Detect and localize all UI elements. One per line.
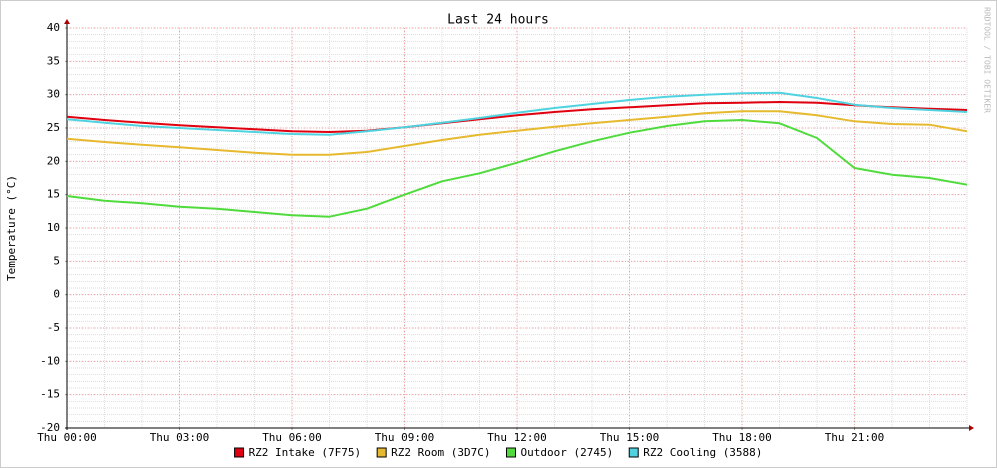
series-line [66, 110, 968, 156]
series-line [66, 101, 968, 133]
x-tick-label: Thu 09:00 [375, 431, 435, 444]
legend-label: RZ2 Cooling (3588) [643, 446, 762, 459]
legend-swatch [506, 447, 516, 458]
x-tick-label: Thu 06:00 [262, 431, 322, 444]
x-tick-label: Thu 03:00 [150, 431, 210, 444]
x-tick-label: Thu 18:00 [712, 431, 772, 444]
y-tick-label: -20 [40, 421, 60, 434]
y-tick-label: 25 [47, 121, 60, 134]
x-tick-label: Thu 12:00 [487, 431, 547, 444]
y-tick-label: -5 [47, 321, 60, 334]
legend-swatch [376, 447, 387, 458]
y-tick-label: -15 [40, 388, 60, 401]
legend-label: Outdoor (2745) [521, 446, 614, 459]
legend: RZ2 Intake (7F75) RZ2 Room (3D7C) Outdoor … [234, 446, 762, 459]
x-tick-label: Thu 15:00 [600, 431, 660, 444]
watermark: RRDTOOL / TOBI OETIKER [983, 7, 992, 113]
y-tick-label: 30 [47, 88, 60, 101]
x-tick-label: Thu 00:00 [37, 431, 97, 444]
y-tick-label: 40 [47, 21, 60, 34]
series-line [66, 91, 968, 136]
y-tick-label: -10 [40, 354, 60, 367]
x-tick-label: Thu 21:00 [825, 431, 885, 444]
y-axis-label: Temperature (°C) [5, 175, 18, 281]
legend-label: RZ2 Intake (7F75) [249, 446, 362, 459]
axis-arrow [969, 425, 974, 431]
legend-swatch [628, 447, 639, 458]
y-tick-label: 20 [47, 154, 60, 167]
series-line [66, 119, 968, 218]
chart-title: Last 24 hours [447, 13, 549, 28]
legend-swatch [234, 447, 245, 458]
y-tick-label: 15 [47, 188, 60, 201]
y-tick-label: 35 [47, 54, 60, 67]
legend-label: RZ2 Room (3D7C) [391, 446, 490, 459]
y-tick-label: 5 [53, 254, 60, 267]
axis-arrow [64, 19, 70, 24]
y-tick-label: 0 [53, 288, 60, 301]
y-tick-label: 10 [47, 221, 60, 234]
